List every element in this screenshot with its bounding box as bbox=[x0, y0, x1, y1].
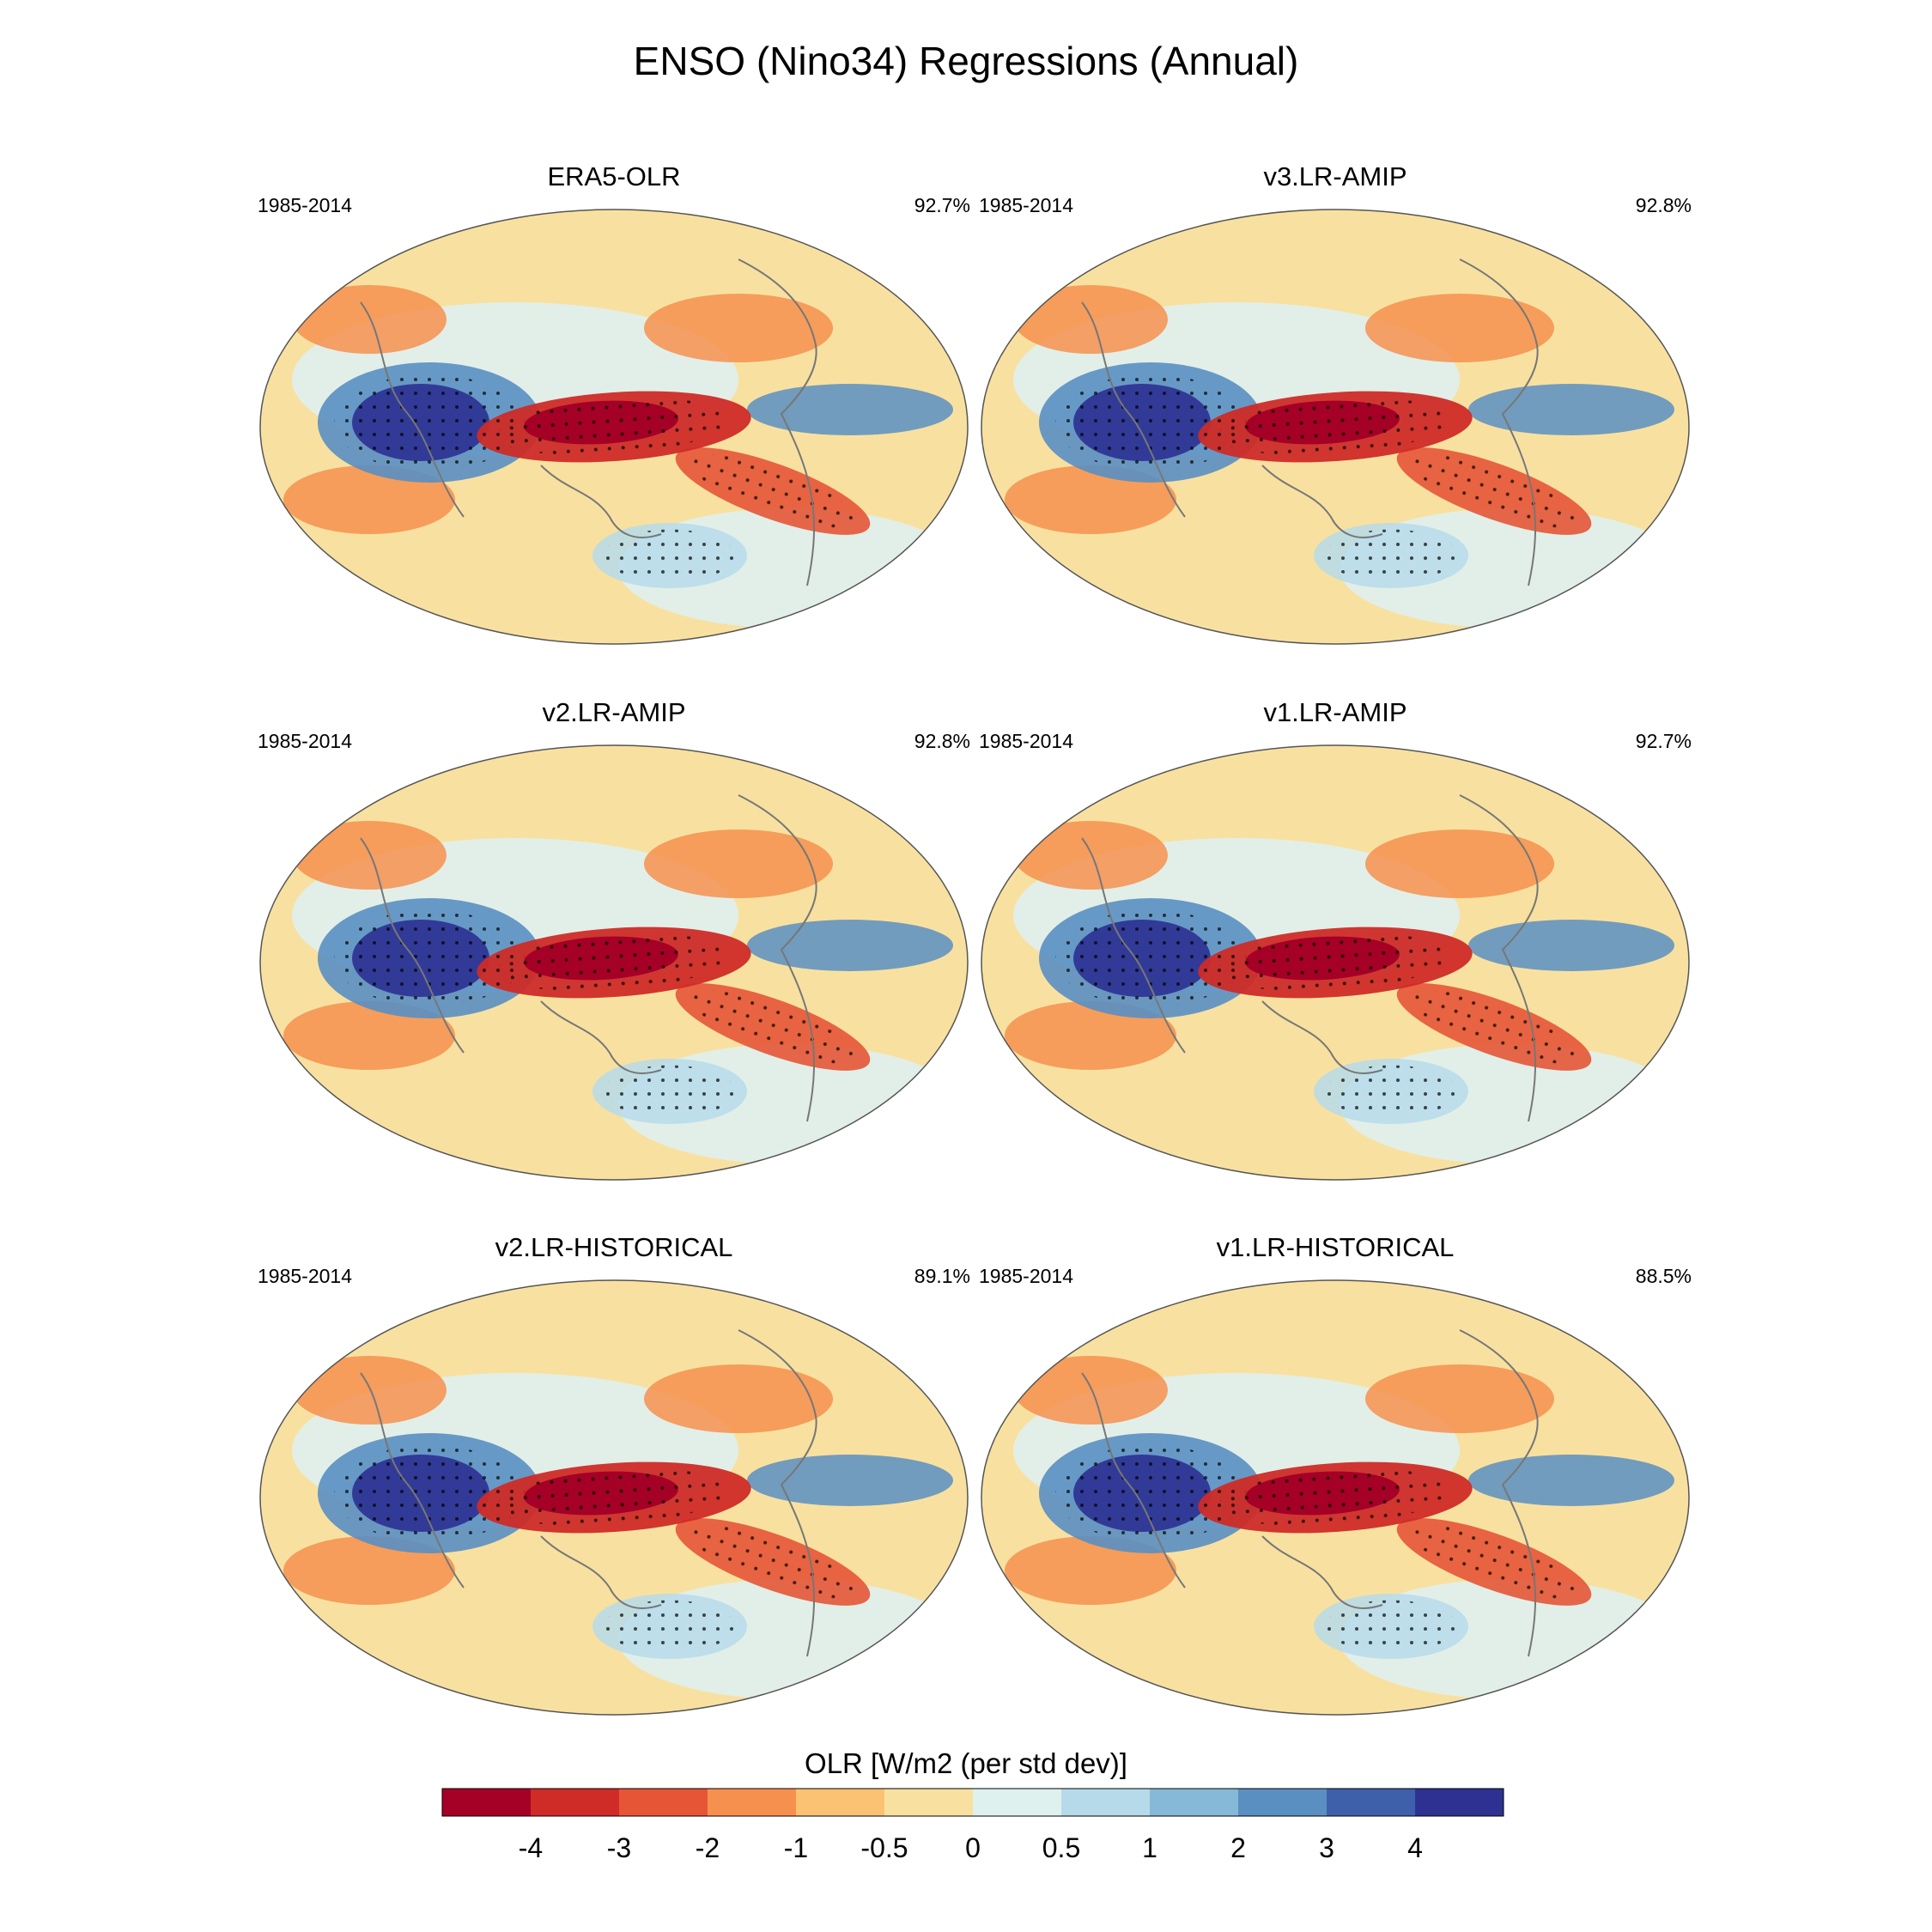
panel-period: 1985-2014 bbox=[979, 194, 1073, 216]
panel-period: 1985-2014 bbox=[258, 730, 352, 752]
figure-title: ENSO (Nino34) Regressions (Annual) bbox=[633, 39, 1299, 83]
colorbar-tick-label: -2 bbox=[695, 1832, 720, 1863]
colorbar-swatch bbox=[973, 1789, 1061, 1816]
map-globe bbox=[259, 744, 969, 1181]
map-globe bbox=[259, 209, 969, 645]
colorbar-swatch bbox=[708, 1789, 796, 1816]
colorbar-tick-label: -3 bbox=[606, 1832, 632, 1863]
panel-period: 1985-2014 bbox=[979, 1265, 1073, 1287]
map-panel-v1-lr-historical: v1.LR-HISTORICAL 1985-2014 88.5% bbox=[979, 1232, 1692, 1716]
panel-percent: 92.8% bbox=[1635, 194, 1692, 216]
colorbar-tick-label: -0.5 bbox=[860, 1832, 908, 1863]
panel-title: v1.LR-AMIP bbox=[1263, 697, 1407, 727]
colorbar-title: OLR [W/m2 (per std dev)] bbox=[805, 1747, 1127, 1779]
colorbar-swatch bbox=[796, 1789, 884, 1816]
panel-period: 1985-2014 bbox=[258, 194, 352, 216]
map-panel-v1-lr-amip: v1.LR-AMIP 1985-2014 92.7% bbox=[979, 697, 1692, 1181]
colorbar-swatch bbox=[619, 1789, 708, 1816]
colorbar-swatch bbox=[1150, 1789, 1238, 1816]
map-globe bbox=[981, 1279, 1690, 1716]
colorbar-tick-label: -4 bbox=[518, 1832, 544, 1863]
map-panel-v2-lr-amip: v2.LR-AMIP 1985-2014 92.8% bbox=[258, 697, 970, 1181]
panel-title: v3.LR-AMIP bbox=[1263, 161, 1407, 191]
colorbar bbox=[441, 1788, 1504, 1817]
map-globe bbox=[259, 1279, 969, 1716]
colorbar-swatch bbox=[1238, 1789, 1327, 1816]
panel-percent: 89.1% bbox=[914, 1265, 970, 1287]
panel-title: v1.LR-HISTORICAL bbox=[1216, 1232, 1455, 1262]
panel-period: 1985-2014 bbox=[258, 1265, 352, 1287]
colorbar-swatch bbox=[1061, 1789, 1150, 1816]
map-panel-v2-lr-historical: v2.LR-HISTORICAL 1985-2014 89.1% bbox=[258, 1232, 970, 1716]
map-globe bbox=[981, 744, 1690, 1181]
colorbar-tick-label: 4 bbox=[1407, 1832, 1423, 1863]
colorbar-tick-label: 2 bbox=[1230, 1832, 1246, 1863]
panel-title: ERA5-OLR bbox=[547, 161, 681, 191]
panel-title: v2.LR-AMIP bbox=[542, 697, 686, 727]
colorbar-swatch bbox=[1415, 1789, 1504, 1816]
colorbar-tick-label: -1 bbox=[783, 1832, 809, 1863]
panel-percent: 92.7% bbox=[914, 194, 970, 216]
panel-percent: 92.7% bbox=[1635, 730, 1692, 752]
panel-percent: 92.8% bbox=[914, 730, 970, 752]
map-panel-era5-olr: ERA5-OLR 1985-2014 92.7% bbox=[258, 161, 970, 645]
map-globe bbox=[981, 209, 1690, 645]
panel-percent: 88.5% bbox=[1635, 1265, 1692, 1287]
colorbar-tick-label: 3 bbox=[1319, 1832, 1334, 1863]
colorbar-swatch bbox=[1327, 1789, 1415, 1816]
panel-title: v2.LR-HISTORICAL bbox=[495, 1232, 733, 1262]
panel-period: 1985-2014 bbox=[979, 730, 1073, 752]
map-panel-v3-lr-amip: v3.LR-AMIP 1985-2014 92.8% bbox=[979, 161, 1692, 645]
colorbar-swatch bbox=[442, 1789, 531, 1816]
colorbar-swatch bbox=[531, 1789, 619, 1816]
colorbar-tick-label: 0.5 bbox=[1042, 1832, 1081, 1863]
colorbar-tick-label: 1 bbox=[1142, 1832, 1157, 1863]
colorbar-swatch bbox=[884, 1789, 973, 1816]
colorbar-tick-label: 0 bbox=[965, 1832, 981, 1863]
